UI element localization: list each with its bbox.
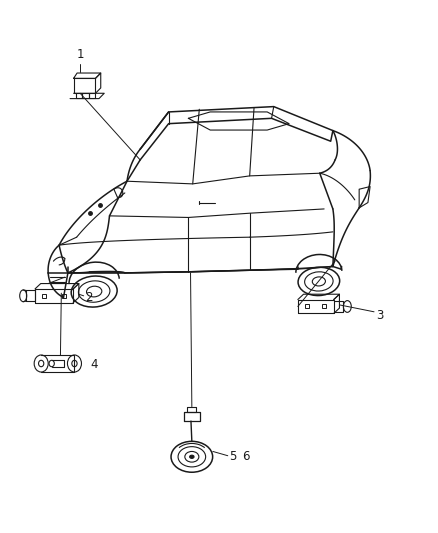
Text: 5: 5	[229, 450, 237, 463]
Text: 3: 3	[376, 309, 383, 322]
Ellipse shape	[190, 455, 194, 458]
Text: 1: 1	[76, 49, 84, 61]
Text: 6: 6	[242, 450, 250, 463]
Text: 4: 4	[90, 358, 98, 371]
Text: 2: 2	[85, 291, 93, 304]
